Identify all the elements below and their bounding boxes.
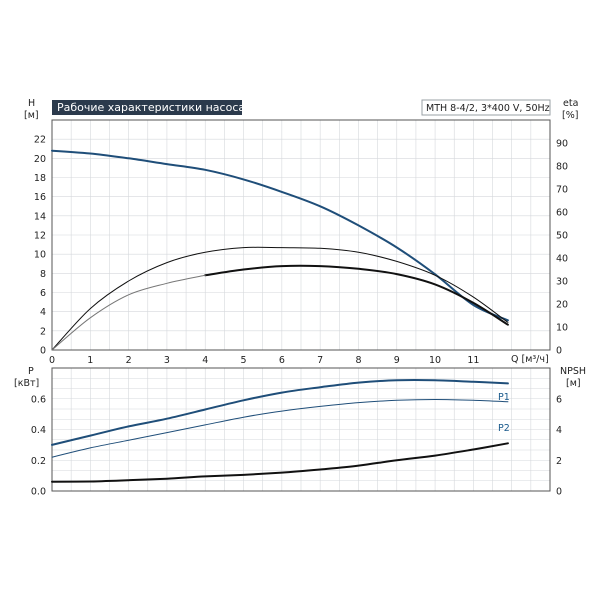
top-y-right-tick: 60 <box>556 208 568 219</box>
top-y-left-tick: 6 <box>40 288 46 299</box>
y-right-axis-label-bottom: NPSH <box>560 366 586 377</box>
top-curves <box>51 149 509 351</box>
top-y-left-tick-labels: 0 2 4 6 8 10 12 14 16 18 20 22 <box>34 135 46 357</box>
y-right-axis-label: eta <box>563 98 578 109</box>
bottom-y-right-tick-labels: 0 2 4 6 <box>556 394 562 497</box>
chart-title: Рабочие характеристики насоса <box>57 101 245 114</box>
bottom-y-right-tick: 0 <box>556 487 562 498</box>
bottom-panel: 0.0 0.2 0.4 0.6 0 2 4 6 P [кВт] NPSH [м] P1 P2 <box>14 366 586 498</box>
top-y-right-tick: 30 <box>556 277 568 288</box>
top-plot-frame <box>51 119 551 351</box>
bottom-curves <box>51 379 509 483</box>
model-label: MTH 8-4/2, 3*400 V, 50Hz <box>426 103 550 114</box>
bottom-y-left-tick-labels: 0.0 0.2 0.4 0.6 <box>31 394 46 497</box>
bottom-gridlines <box>51 367 551 492</box>
bottom-y-right-tick: 6 <box>556 394 562 405</box>
y-right-axis-unit: [%] <box>562 110 578 121</box>
top-y-right-tick: 20 <box>556 300 568 311</box>
bottom-y-left-tick: 0.0 <box>31 487 46 498</box>
top-gridlines <box>51 119 551 351</box>
top-series-1-line <box>51 246 509 351</box>
top-series-0-line <box>51 149 509 322</box>
series-label-p1: P1 <box>498 392 510 403</box>
top-y-right-tick: 10 <box>556 323 568 334</box>
top-x-tick: 9 <box>394 355 400 366</box>
y-left-axis-label-bottom: P <box>28 366 34 377</box>
top-series-3-line <box>51 274 206 351</box>
bottom-y-left-tick: 0.6 <box>31 394 46 405</box>
top-x-tick: 6 <box>279 355 285 366</box>
top-y-right-tick-labels: 0 10 20 30 40 50 60 70 80 90 <box>556 139 568 357</box>
y-left-axis-label: H <box>28 98 35 109</box>
bottom-plot-frame <box>51 367 551 492</box>
top-x-tick-labels: 0 1 2 3 4 5 6 7 8 9 10 11 <box>49 355 479 366</box>
bottom-y-left-tick: 0.2 <box>31 456 46 467</box>
top-y-left-tick: 2 <box>40 326 46 337</box>
top-x-tick: 11 <box>467 355 479 366</box>
top-x-tick: 7 <box>317 355 323 366</box>
bottom-y-left-tick: 0.4 <box>31 425 46 436</box>
top-y-left-tick: 18 <box>34 173 46 184</box>
top-y-left-tick: 16 <box>34 192 46 203</box>
top-y-left-tick: 12 <box>34 231 46 242</box>
top-x-tick: 10 <box>429 355 441 366</box>
top-y-left-tick: 22 <box>34 135 46 146</box>
y-left-axis-unit: [м] <box>24 110 39 121</box>
top-y-right-tick: 80 <box>556 162 568 173</box>
bottom-series-1-line <box>51 398 509 458</box>
top-x-tick: 4 <box>202 355 208 366</box>
top-y-left-tick: 4 <box>40 307 46 318</box>
model-box <box>421 99 551 116</box>
top-x-tick: 2 <box>126 355 132 366</box>
series-label-p2: P2 <box>498 423 510 434</box>
bottom-series-2-line <box>51 442 509 483</box>
top-y-left-tick: 0 <box>40 346 46 357</box>
bottom-y-right-tick: 2 <box>556 456 562 467</box>
bottom-series-0-line <box>51 379 509 446</box>
top-y-left-tick: 14 <box>34 211 46 222</box>
top-x-tick: 8 <box>355 355 361 366</box>
y-left-axis-unit-bottom: [кВт] <box>14 378 39 389</box>
top-x-tick: 0 <box>49 355 55 366</box>
bottom-y-right-tick: 4 <box>556 425 562 436</box>
x-axis-label: Q [м³/ч] <box>511 354 549 365</box>
top-x-tick: 3 <box>164 355 170 366</box>
top-x-tick: 1 <box>87 355 93 366</box>
top-series-2-line <box>204 264 509 326</box>
top-y-right-tick: 90 <box>556 139 568 150</box>
top-y-right-tick: 40 <box>556 254 568 265</box>
top-y-right-tick: 0 <box>556 346 562 357</box>
top-y-left-tick: 20 <box>34 154 46 165</box>
top-y-right-tick: 50 <box>556 231 568 242</box>
top-x-tick: 5 <box>241 355 247 366</box>
top-y-left-tick: 10 <box>34 250 46 261</box>
y-right-axis-unit-bottom: [м] <box>566 378 581 389</box>
chart-title-box <box>52 100 242 115</box>
top-y-left-tick: 8 <box>40 269 46 280</box>
top-y-right-tick: 70 <box>556 185 568 196</box>
